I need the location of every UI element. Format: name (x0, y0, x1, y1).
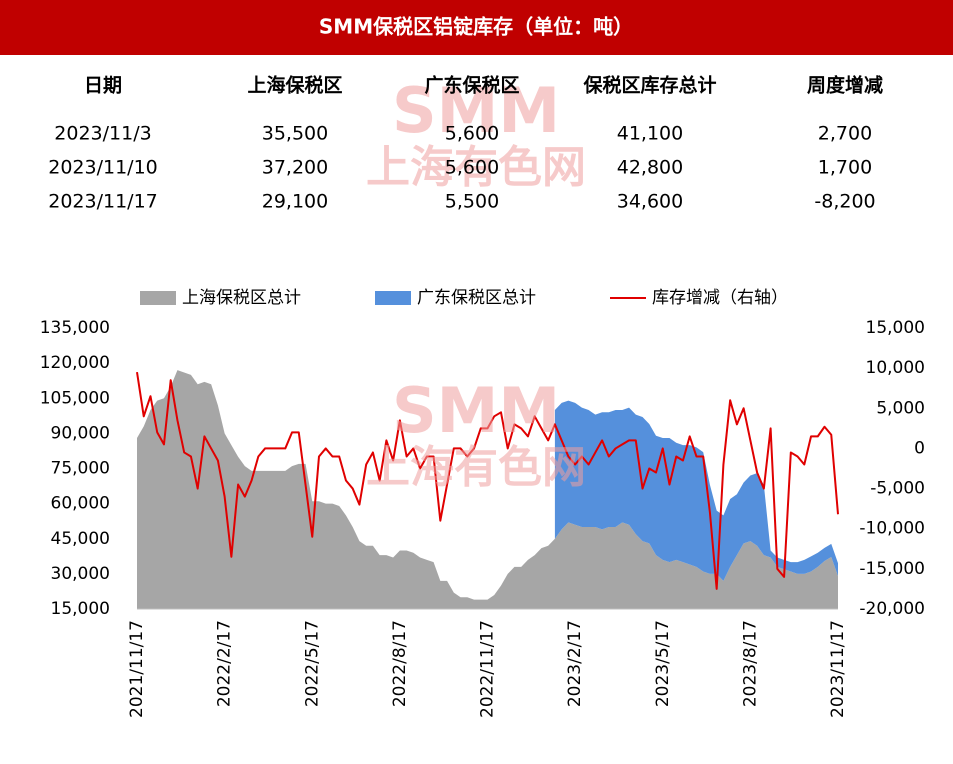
legend-label: 上海保税区总计 (182, 288, 301, 308)
y-tick-label: 120,000 (40, 353, 110, 373)
table-header-cell: 周度增减 (807, 74, 883, 97)
y-tick-label: 45,000 (51, 529, 110, 549)
title-bar (0, 0, 953, 55)
watermark-name: 上海有色网 (366, 142, 586, 193)
table-cell: 2023/11/10 (48, 157, 158, 179)
x-tick-label: 2022/11/17 (478, 620, 498, 718)
legend-swatch (140, 291, 176, 305)
y-tick-label: 75,000 (51, 459, 110, 479)
x-tick-label: 2021/11/17 (127, 620, 147, 718)
table-header-cell: 保税区库存总计 (582, 74, 716, 97)
y2-tick-label: 0 (914, 438, 925, 458)
x-tick-label: 2023/2/17 (565, 620, 585, 707)
area-series (137, 370, 838, 609)
y-tick-label: 135,000 (40, 318, 110, 338)
y2-tick-label: 5,000 (876, 398, 925, 418)
y-tick-label: 105,000 (40, 388, 110, 408)
table: 日期 上海保税区 广东保税区 保税区库存总计 周度增减 2023/11/3 35,500 5,… (48, 74, 883, 213)
line-series (136, 372, 839, 590)
x-tick-label: 2022/5/17 (302, 620, 322, 707)
legend-label: 库存增减（右轴） (652, 288, 788, 308)
table-header-cell: 上海保税区 (247, 74, 342, 97)
table-header-cell: 广东保税区 (424, 74, 519, 97)
watermark-logo: SMM (392, 74, 560, 147)
y2-tick-label: 10,000 (866, 358, 925, 378)
x-tick-label: 2023/11/17 (828, 620, 848, 718)
y2-tick-label: -20,000 (859, 599, 925, 619)
area-series (554, 400, 838, 581)
table-cell: 2023/11/3 (54, 123, 151, 145)
table-cell: 34,600 (617, 191, 683, 213)
y2-tick-label: -15,000 (859, 559, 925, 579)
x-tick-label: 2022/8/17 (390, 620, 410, 707)
table-cell: 2,700 (818, 123, 872, 145)
table-cell: 5,500 (445, 191, 499, 213)
table-cell: 41,100 (617, 123, 683, 145)
x-tick-label: 2023/5/17 (653, 620, 673, 707)
watermark-logo: SMM (392, 374, 560, 447)
legend-label: 广东保税区总计 (417, 288, 536, 308)
y-tick-label: 15,000 (51, 599, 110, 619)
y2-tick-label: 15,000 (866, 318, 925, 338)
y2-tick-label: -10,000 (859, 519, 925, 539)
table-cell: 1,700 (818, 157, 872, 179)
table-cell: 37,200 (262, 157, 328, 179)
title: SMM保税区铝锭库存（单位：吨） (319, 15, 633, 39)
x-tick-label: 2023/8/17 (740, 620, 760, 707)
table-cell: 5,600 (445, 123, 499, 145)
table-header-cell: 日期 (84, 75, 122, 97)
y2-tick-label: -5,000 (870, 479, 925, 499)
y-tick-label: 30,000 (51, 564, 110, 584)
table-cell: 5,600 (445, 157, 499, 179)
x-tick-label: 2022/2/17 (215, 620, 235, 707)
y-tick-label: 60,000 (51, 494, 110, 514)
table-cell: -8,200 (814, 191, 875, 213)
watermark-name: 上海有色网 (366, 442, 586, 493)
y-tick-label: 90,000 (51, 423, 110, 443)
table-cell: 42,800 (617, 157, 683, 179)
legend-swatch (375, 291, 411, 305)
table-cell: 29,100 (262, 191, 328, 213)
table-cell: 35,500 (262, 123, 328, 145)
chart: 15,000 30,000 45,000 60,000 75,000 90,000 105,… (40, 288, 925, 718)
table-cell: 2023/11/17 (48, 191, 158, 213)
